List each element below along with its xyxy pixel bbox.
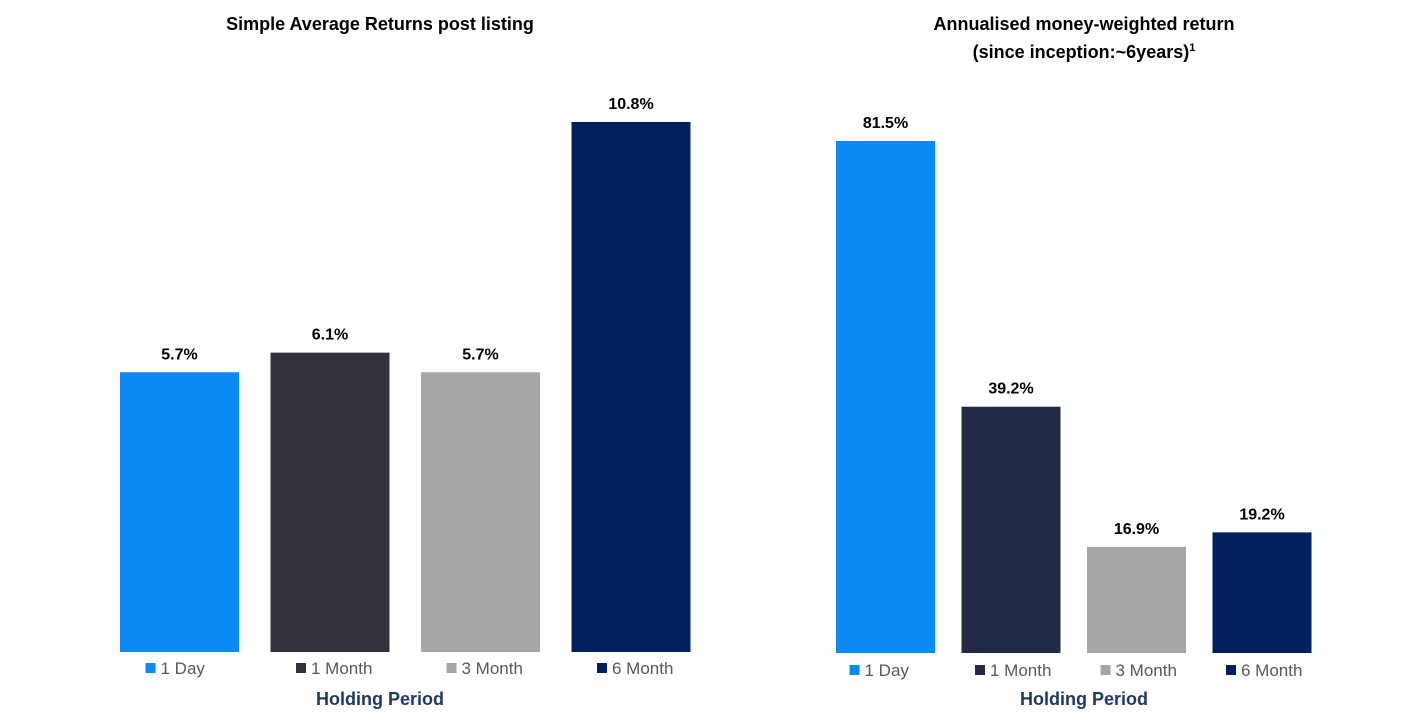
bar-3-month bbox=[1087, 546, 1186, 653]
data-label: 5.7% bbox=[161, 346, 197, 363]
chart-title-text: Simple Average Returns post listing bbox=[226, 14, 534, 34]
legend-label: 3 Month bbox=[1116, 661, 1177, 680]
legend-swatch bbox=[446, 663, 457, 673]
legend-swatch bbox=[145, 663, 156, 673]
bar-1-day bbox=[836, 141, 935, 653]
legend-label: 1 Day bbox=[865, 661, 910, 680]
bar-6-month bbox=[1212, 532, 1312, 653]
x-axis-title: Holding Period bbox=[1020, 689, 1148, 709]
legend-swatch bbox=[296, 663, 306, 673]
chart-title: Annualised money-weighted return (since … bbox=[760, 10, 1408, 66]
chart-title-text: Annualised money-weighted return bbox=[933, 14, 1235, 34]
legend-swatch bbox=[1226, 665, 1236, 675]
chart-title: Simple Average Returns post listing bbox=[0, 10, 760, 38]
bar-6-month bbox=[571, 122, 691, 652]
legend-swatch bbox=[975, 665, 985, 675]
data-label: 5.7% bbox=[462, 346, 498, 363]
data-label: 39.2% bbox=[988, 381, 1033, 398]
bar-chart-plot: 81.5% 1 Day 39.2% 1 Month 16.9% 3 Month 19.2% 6… bbox=[836, 115, 1312, 680]
legend-label: 3 Month bbox=[462, 659, 523, 678]
legend-swatch bbox=[1100, 665, 1111, 675]
x-axis-title: Holding Period bbox=[316, 689, 444, 709]
legend-swatch bbox=[849, 665, 860, 675]
legend-swatch bbox=[597, 663, 607, 673]
legend-label: 6 Month bbox=[612, 659, 673, 678]
data-label: 10.8% bbox=[608, 96, 653, 113]
bar-3-month bbox=[421, 372, 540, 652]
legend-label: 1 Day bbox=[161, 659, 206, 678]
data-label: 81.5% bbox=[863, 115, 908, 132]
bar-1-day bbox=[120, 372, 239, 652]
legend-label: 1 Month bbox=[311, 659, 372, 678]
data-label: 6.1% bbox=[312, 327, 348, 344]
data-label: 16.9% bbox=[1114, 521, 1159, 538]
bar-1-month bbox=[270, 352, 390, 652]
bar-chart-plot: 5.7% 1 Day 6.1% 1 Month 5.7% 3 Month 10.8% 6 Mo… bbox=[120, 96, 691, 678]
data-label: 19.2% bbox=[1239, 506, 1284, 523]
legend-label: 6 Month bbox=[1241, 661, 1302, 680]
chart-simple-average-returns: Simple Average Returns post listing 5.7%… bbox=[0, 10, 760, 709]
bar-1-month bbox=[961, 406, 1061, 653]
chart-subtitle: (since inception:~6years)1 bbox=[760, 38, 1408, 66]
legend-label: 1 Month bbox=[990, 661, 1051, 680]
footnote-marker: 1 bbox=[1189, 42, 1196, 54]
chart-annualised-money-weighted-return: Annualised money-weighted return (since … bbox=[760, 0, 1408, 714]
chart-subtitle-text: (since inception:~6years) bbox=[972, 42, 1190, 62]
